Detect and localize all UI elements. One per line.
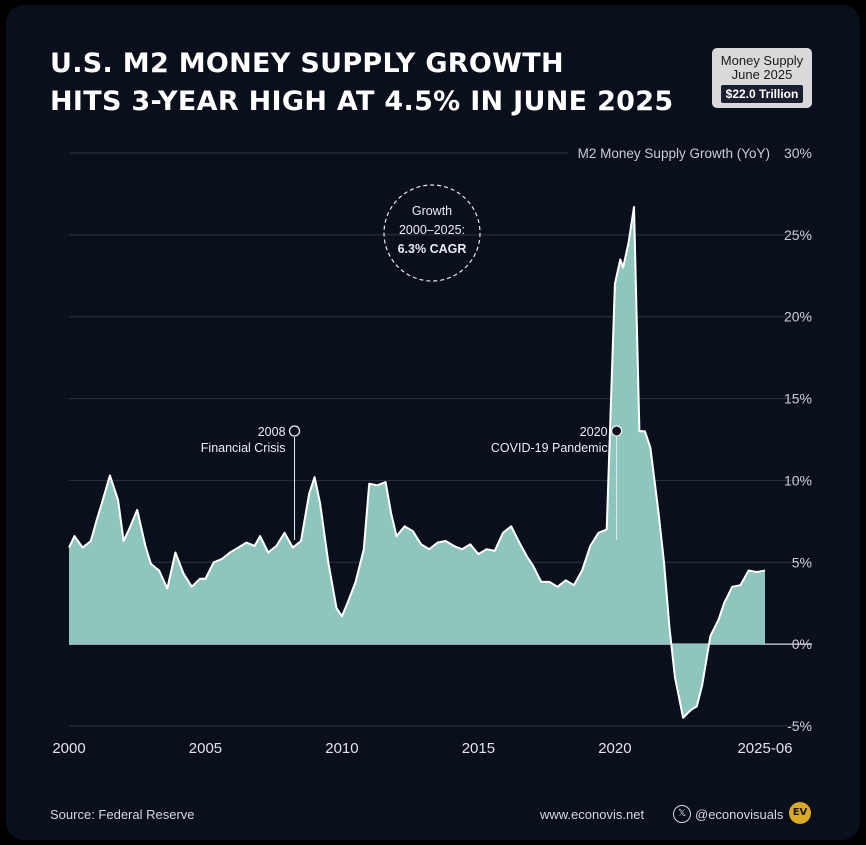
event-annotation: 2020 COVID-19 Pandemic	[491, 425, 623, 540]
annotation-marker	[610, 425, 623, 437]
annotation-layer: 2008 Financial Crisis 2020 COVID-19 Pandemi…	[201, 425, 623, 540]
callout-cagr-value: 6.3% CAGR	[398, 242, 467, 256]
x-tick-label: 2015	[462, 740, 495, 757]
y-tick-label: 5%	[792, 554, 812, 570]
callout-circle	[383, 184, 481, 282]
y-axis-label: M2 Money Supply Growth (YoY)	[578, 146, 770, 161]
y-tick-label: 30%	[784, 145, 812, 161]
cagr-callout: Growth 2000–2025: 6.3% CAGR	[383, 184, 481, 282]
y-tick-label: 10%	[784, 472, 812, 488]
area-layer	[68, 206, 766, 719]
callout-line-2: 2000–2025:	[399, 223, 465, 237]
y-tick-label: 15%	[784, 391, 812, 407]
brand-logo-icon: EV	[789, 802, 811, 824]
x-tick-label: 2010	[325, 740, 358, 757]
chart-card: U.S. M2 MONEY SUPPLY GROWTH HITS 3-YEAR …	[6, 5, 860, 840]
x-tick-label: 2000	[52, 740, 85, 757]
badge-line-1: Money Supply	[720, 53, 804, 68]
series-line	[68, 206, 766, 719]
y-tick-label: 25%	[784, 227, 812, 243]
tick-layer: 30% 25% 20% 15% 10% 5% 0% -5% 2000 2005 2010 2015 20…	[52, 145, 812, 757]
chart-title: U.S. M2 MONEY SUPPLY GROWTH HITS 3-YEAR …	[50, 45, 673, 121]
annotation-text: COVID-19 Pandemic	[491, 441, 608, 455]
annotation-text: Financial Crisis	[201, 441, 286, 455]
y-tick-label: -5%	[787, 718, 812, 734]
annotation-year: 2008	[258, 425, 286, 439]
x-logo-icon: 𝕏	[673, 805, 691, 823]
badge-line-2: June 2025	[731, 67, 793, 82]
x-tick-label: 2005	[189, 740, 222, 757]
website-link[interactable]: www.econovis.net	[540, 807, 645, 822]
event-annotation: 2008 Financial Crisis	[201, 425, 301, 540]
x-tick-label: 2020	[598, 740, 631, 757]
annotation-marker	[288, 425, 301, 437]
series-area	[69, 207, 765, 718]
title-line-1: U.S. M2 MONEY SUPPLY GROWTH	[50, 48, 564, 79]
title-line-2: HITS 3-YEAR HIGH AT 4.5% IN JUNE 2025	[50, 86, 674, 117]
badge-value: $22.0 Trillion	[720, 85, 804, 103]
grid-layer	[69, 152, 812, 727]
social-handle[interactable]: @econovisuals	[695, 807, 784, 822]
x-tick-label: 2025-06	[737, 740, 792, 757]
annotation-year: 2020	[580, 425, 608, 439]
y-tick-label: 20%	[784, 309, 812, 325]
y-tick-label: 0%	[792, 636, 812, 652]
source-note: Source: Federal Reserve	[50, 807, 195, 822]
callout-line-1: Growth	[412, 204, 452, 218]
money-supply-badge: Money Supply June 2025 $22.0 Trillion	[712, 48, 812, 108]
